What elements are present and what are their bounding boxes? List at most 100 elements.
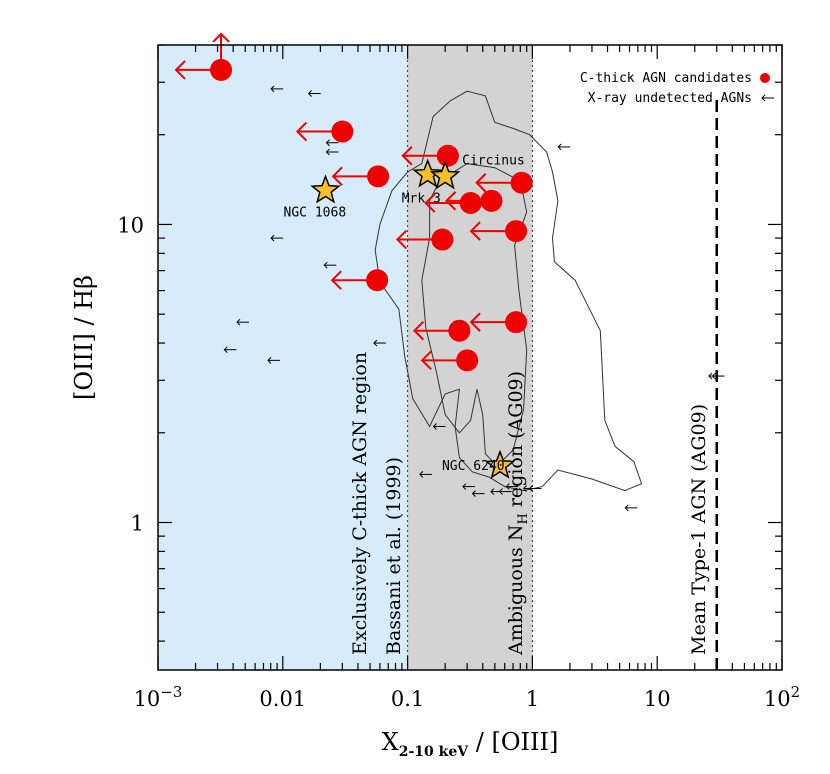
- cthick-arrow-5-head: [424, 193, 436, 213]
- cthick-arrow-6-head: [445, 191, 457, 211]
- cthick-arrow-2-head: [331, 166, 343, 187]
- x-axis-title-part: X: [382, 728, 399, 756]
- undetected-arrow-12-head: [419, 471, 424, 478]
- region-label-bassani-part: Bassani et al. (1999): [383, 457, 405, 655]
- legend-label-undetected: X-ray undetected AGNs: [588, 91, 752, 106]
- cthick-point-0: [210, 58, 233, 81]
- cthick-arrow-4-head: [401, 146, 413, 166]
- undetected-arrow-1-head: [307, 90, 313, 97]
- undetected-arrow-3-head: [325, 148, 330, 156]
- legend: C-thick AGN candidates X-ray undetected A…: [580, 71, 774, 106]
- undetected-arrow-8-head: [267, 356, 272, 364]
- undetected-arrow-4-head: [270, 234, 275, 242]
- x-tick-label-base: 1: [526, 687, 539, 711]
- legend-label-cthick: C-thick AGN candidates: [580, 71, 752, 86]
- legend-marker-cthick: [760, 73, 770, 83]
- undetected-arrow-0-head: [270, 85, 275, 93]
- undetected-arrow-9-head: [373, 339, 378, 347]
- x-axis-title-part: / [OIII]: [468, 728, 558, 756]
- region-label-ambiguous: Ambiguous NH region (AG09): [505, 371, 531, 656]
- x-tick-label-3: 1: [526, 687, 539, 711]
- undetected-arrow-22-head: [711, 372, 716, 380]
- undetected-arrow-10-head: [557, 143, 562, 151]
- y-tick-label-0: 1: [131, 512, 144, 536]
- object-label-1: Mrk 3: [402, 192, 441, 207]
- region-label-cthick-part: Exclusively C-thick AGN region: [349, 352, 371, 655]
- cthick-uparrow-0-head: [212, 32, 230, 43]
- region-boundaries: [407, 45, 718, 670]
- star-marker-0: [310, 174, 341, 204]
- cthick-point-7: [510, 171, 533, 194]
- undetected-arrow-5-head: [323, 261, 328, 269]
- object-label-3: NGC 6240: [442, 459, 505, 474]
- cthick-point-11: [448, 319, 471, 342]
- cthick-arrow-10-head: [469, 312, 481, 332]
- star-marker-1: [412, 158, 444, 188]
- region-label-bassani: Bassani et al. (1999): [383, 457, 405, 655]
- mean-type1-label: Mean Type-1 AGN (AG09): [688, 404, 710, 655]
- cthick-arrow-1-head: [295, 121, 308, 142]
- star-marker-2: [429, 160, 461, 190]
- plot-frame: [157, 44, 783, 671]
- undetected-arrow-17-head: [490, 488, 495, 495]
- x-tick-label-0: 10−3: [134, 683, 183, 711]
- cthick-point-12: [456, 349, 479, 372]
- cthick-point-3: [366, 269, 389, 292]
- x-tick-label-5: 102: [764, 683, 800, 711]
- cthick-point-1: [331, 120, 354, 143]
- undetected-arrow-21-head: [708, 372, 713, 380]
- undetected-arrow-7-head: [223, 346, 228, 354]
- x-tick-label-4: 10: [644, 687, 671, 711]
- x-tick-label-exp: 2: [791, 683, 801, 701]
- cthick-point-8: [505, 220, 528, 243]
- undetected-arrow-19-head: [505, 483, 510, 490]
- cthick-arrow-9-head: [395, 229, 408, 250]
- density-contour-1: [421, 163, 528, 467]
- density-contour-0: [374, 90, 643, 492]
- cthick-arrow-12-head: [420, 350, 432, 371]
- density-contours: [374, 90, 643, 492]
- undetected-arrow-20-head: [624, 504, 629, 512]
- undetected-arrow-6-head: [236, 318, 241, 326]
- legend-marker-undetected-head: [761, 94, 766, 102]
- undetected-arrow-13-head: [462, 483, 467, 490]
- cthick-point-9: [431, 228, 454, 251]
- star-marker-3: [484, 449, 516, 479]
- object-label-0: NGC 1068: [284, 205, 347, 220]
- cthick-arrow-7-head: [475, 173, 487, 193]
- cthick-arrow-11-head: [412, 321, 425, 341]
- undetected-arrow-11-head: [432, 423, 437, 430]
- cthick-point-6: [480, 189, 503, 212]
- cthick-point-4: [436, 144, 459, 167]
- x-tick-label-2: 0.1: [391, 687, 424, 711]
- region-label-ambiguous-part: Ambiguous N: [505, 525, 527, 656]
- cthick-arrow-0-head: [174, 60, 186, 80]
- object-label-2: Circinus: [462, 153, 525, 168]
- region-label-cthick: Exclusively C-thick AGN region: [349, 352, 371, 655]
- x-tick-label-base: 10: [644, 687, 671, 711]
- region-label-ambiguous-part: region (AG09): [505, 371, 527, 513]
- x-axis-title-part: 2-10 keV: [399, 744, 470, 760]
- x-axis-title: X2-10 keV / [OIII]: [382, 728, 559, 760]
- x-tick-label-base: 0.1: [391, 687, 424, 711]
- cthick-point-2: [367, 165, 390, 188]
- undetected-arrow-15-head: [528, 485, 533, 492]
- region-labels: Exclusively C-thick AGN region Bassani et…: [349, 352, 710, 656]
- undetected-arrow-2-head: [325, 139, 330, 147]
- region-label-ambiguous-part: H: [516, 513, 531, 524]
- x-tick-label-base: 10: [134, 687, 161, 711]
- y-tick-label-1: 10: [117, 213, 144, 237]
- undetected-arrow-18-head: [471, 490, 476, 497]
- cthick-point-10: [505, 311, 528, 334]
- mean-type1-label-part: Mean Type-1 AGN (AG09): [688, 404, 710, 655]
- y-axis-title: [OIII] / Hβ: [70, 275, 98, 400]
- x-tick-label-base: 0.01: [259, 687, 306, 711]
- x-tick-label-1: 0.01: [259, 687, 306, 711]
- cthick-arrow-8-head: [469, 221, 481, 241]
- undetected-arrow-14-head: [522, 485, 527, 492]
- x-tick-label-exp: −3: [160, 683, 182, 701]
- data-markers: NGC 1068 Mrk 3 Circinus NGC 6240: [174, 32, 725, 512]
- x-tick-label-base: 10: [764, 687, 791, 711]
